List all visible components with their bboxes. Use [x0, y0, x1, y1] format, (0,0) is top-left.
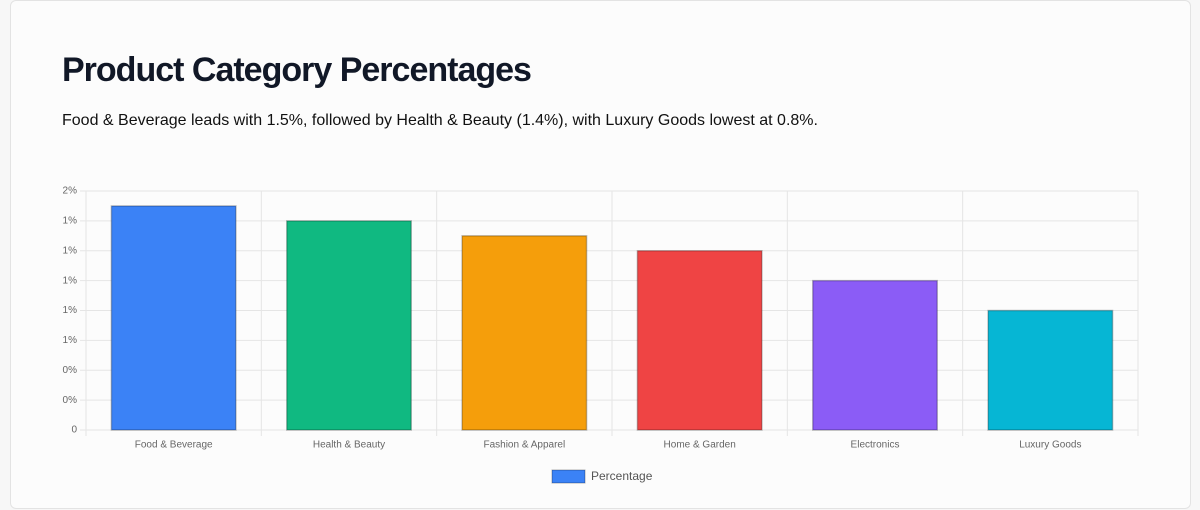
legend-label: Percentage — [591, 469, 653, 483]
x-tick-label: Electronics — [851, 440, 900, 451]
y-tick-label: 1% — [63, 305, 78, 316]
y-tick-label: 1% — [63, 245, 78, 256]
bar — [110, 205, 237, 431]
x-tick-label: Luxury Goods — [1019, 440, 1081, 451]
bar — [461, 235, 588, 431]
chart-title: Product Category Percentages — [62, 51, 531, 89]
bar — [636, 250, 763, 431]
y-tick-label: 0 — [71, 425, 77, 436]
y-tick-label: 0% — [63, 365, 78, 376]
bar — [812, 279, 938, 431]
chart-subtitle: Food & Beverage leads with 1.5%, followe… — [62, 112, 818, 129]
bar — [987, 309, 1114, 431]
bar — [286, 220, 412, 431]
y-tick-label: 0% — [63, 395, 78, 406]
y-tick-label: 1% — [63, 216, 78, 227]
legend-swatch — [551, 469, 586, 484]
y-tick-label: 1% — [63, 275, 78, 286]
x-tick-label: Food & Beverage — [135, 440, 213, 451]
x-tick-label: Home & Garden — [664, 440, 736, 451]
x-tick-label: Health & Beauty — [313, 440, 385, 451]
y-tick-label: 1% — [63, 335, 78, 346]
y-tick-label: 2% — [63, 186, 78, 197]
x-tick-label: Fashion & Apparel — [483, 440, 565, 451]
